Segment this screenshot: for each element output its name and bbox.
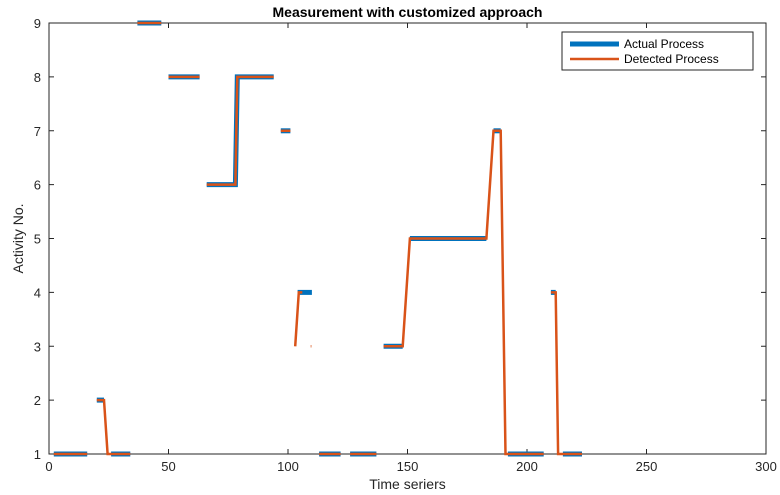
x-tick-label: 50 bbox=[161, 459, 175, 474]
y-tick-label: 4 bbox=[34, 285, 41, 300]
y-tick-label: 1 bbox=[34, 447, 41, 462]
x-axis-label: Time seriers bbox=[369, 476, 446, 492]
y-axis-label: Activity No. bbox=[10, 203, 26, 273]
y-tick-label: 9 bbox=[34, 16, 41, 31]
series-line-segment bbox=[383, 129, 544, 456]
y-tick-label: 3 bbox=[34, 339, 41, 354]
y-tick-label: 7 bbox=[34, 124, 41, 139]
y-tick-label: 8 bbox=[34, 70, 41, 85]
legend-entry-label: Actual Process bbox=[624, 37, 704, 51]
x-tick-label: 200 bbox=[516, 459, 538, 474]
y-tick-label: 2 bbox=[34, 393, 41, 408]
x-tick-label: 0 bbox=[45, 459, 52, 474]
series-detected-process bbox=[53, 21, 582, 456]
y-tick-label: 6 bbox=[34, 178, 41, 193]
series-line-segment bbox=[550, 291, 582, 456]
axis-ticks: 0 50 100 150 200 250 300 1 2 3 4 5 6 7 8 9 bbox=[34, 16, 777, 474]
series-layer bbox=[53, 20, 582, 457]
x-tick-label: 100 bbox=[277, 459, 299, 474]
legend-box bbox=[561, 31, 754, 71]
x-tick-label: 250 bbox=[636, 459, 658, 474]
y-tick-label: 5 bbox=[34, 232, 41, 247]
series-line-segment bbox=[293, 291, 303, 347]
chart-title: Measurement with customized approach bbox=[273, 4, 543, 20]
plot-area-frame bbox=[48, 22, 767, 455]
x-tick-label: 300 bbox=[755, 459, 777, 474]
series-line-segment bbox=[96, 398, 131, 456]
series-line-segment bbox=[206, 75, 274, 186]
x-tick-label: 150 bbox=[397, 459, 419, 474]
legend-entry-label: Detected Process bbox=[624, 52, 719, 66]
